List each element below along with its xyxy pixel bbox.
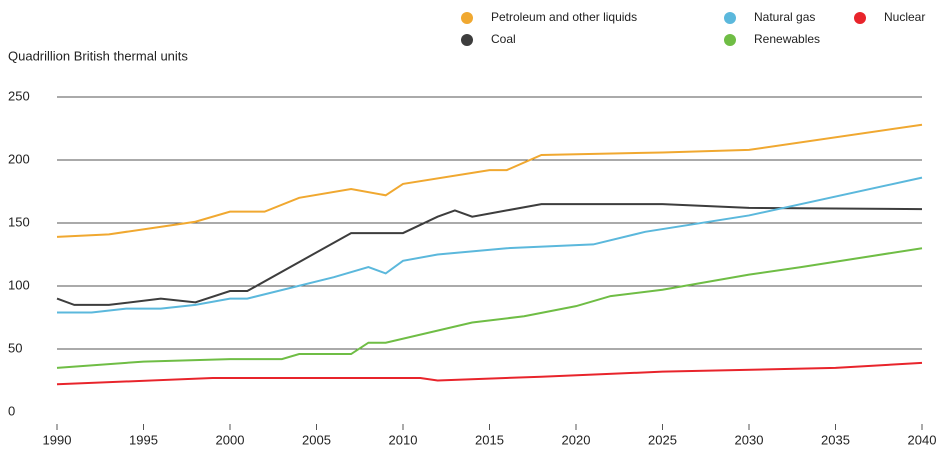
legend-label: Natural gas [754,10,815,24]
legend-label: Petroleum and other liquids [491,10,637,24]
x-tick-label: 2030 [735,432,764,447]
legend-label: Coal [491,32,516,46]
series-line [56,123,923,238]
x-tick-label: 2025 [648,432,677,447]
series-line [57,176,923,314]
y-tick-label: 250 [8,88,30,103]
legend-marker [724,34,736,46]
series-line [56,203,923,306]
legend-label: Renewables [754,32,820,46]
x-tick-label: 2040 [908,432,937,447]
y-axis-label: Quadrillion British thermal units [8,48,188,63]
legend-marker [461,34,473,46]
legend-marker [854,12,866,24]
series-line [56,247,923,369]
x-tick-label: 2000 [216,432,245,447]
x-tick-label: 1995 [129,432,158,447]
x-tick-label: 2015 [475,432,504,447]
series-line [56,361,923,386]
legend-marker [461,12,473,24]
legend-marker [724,12,736,24]
x-tick-label: 2035 [821,432,850,447]
y-tick-label: 150 [8,214,30,229]
x-tick-label: 1990 [43,432,72,447]
x-tick-label: 2005 [302,432,331,447]
y-tick-label: 0 [8,403,15,418]
x-tick-label: 2020 [562,432,591,447]
x-tick-label: 2010 [389,432,418,447]
y-tick-label: 100 [8,277,30,292]
legend-label: Nuclear [884,10,925,24]
y-tick-label: 200 [8,151,30,166]
y-tick-label: 50 [8,340,22,355]
